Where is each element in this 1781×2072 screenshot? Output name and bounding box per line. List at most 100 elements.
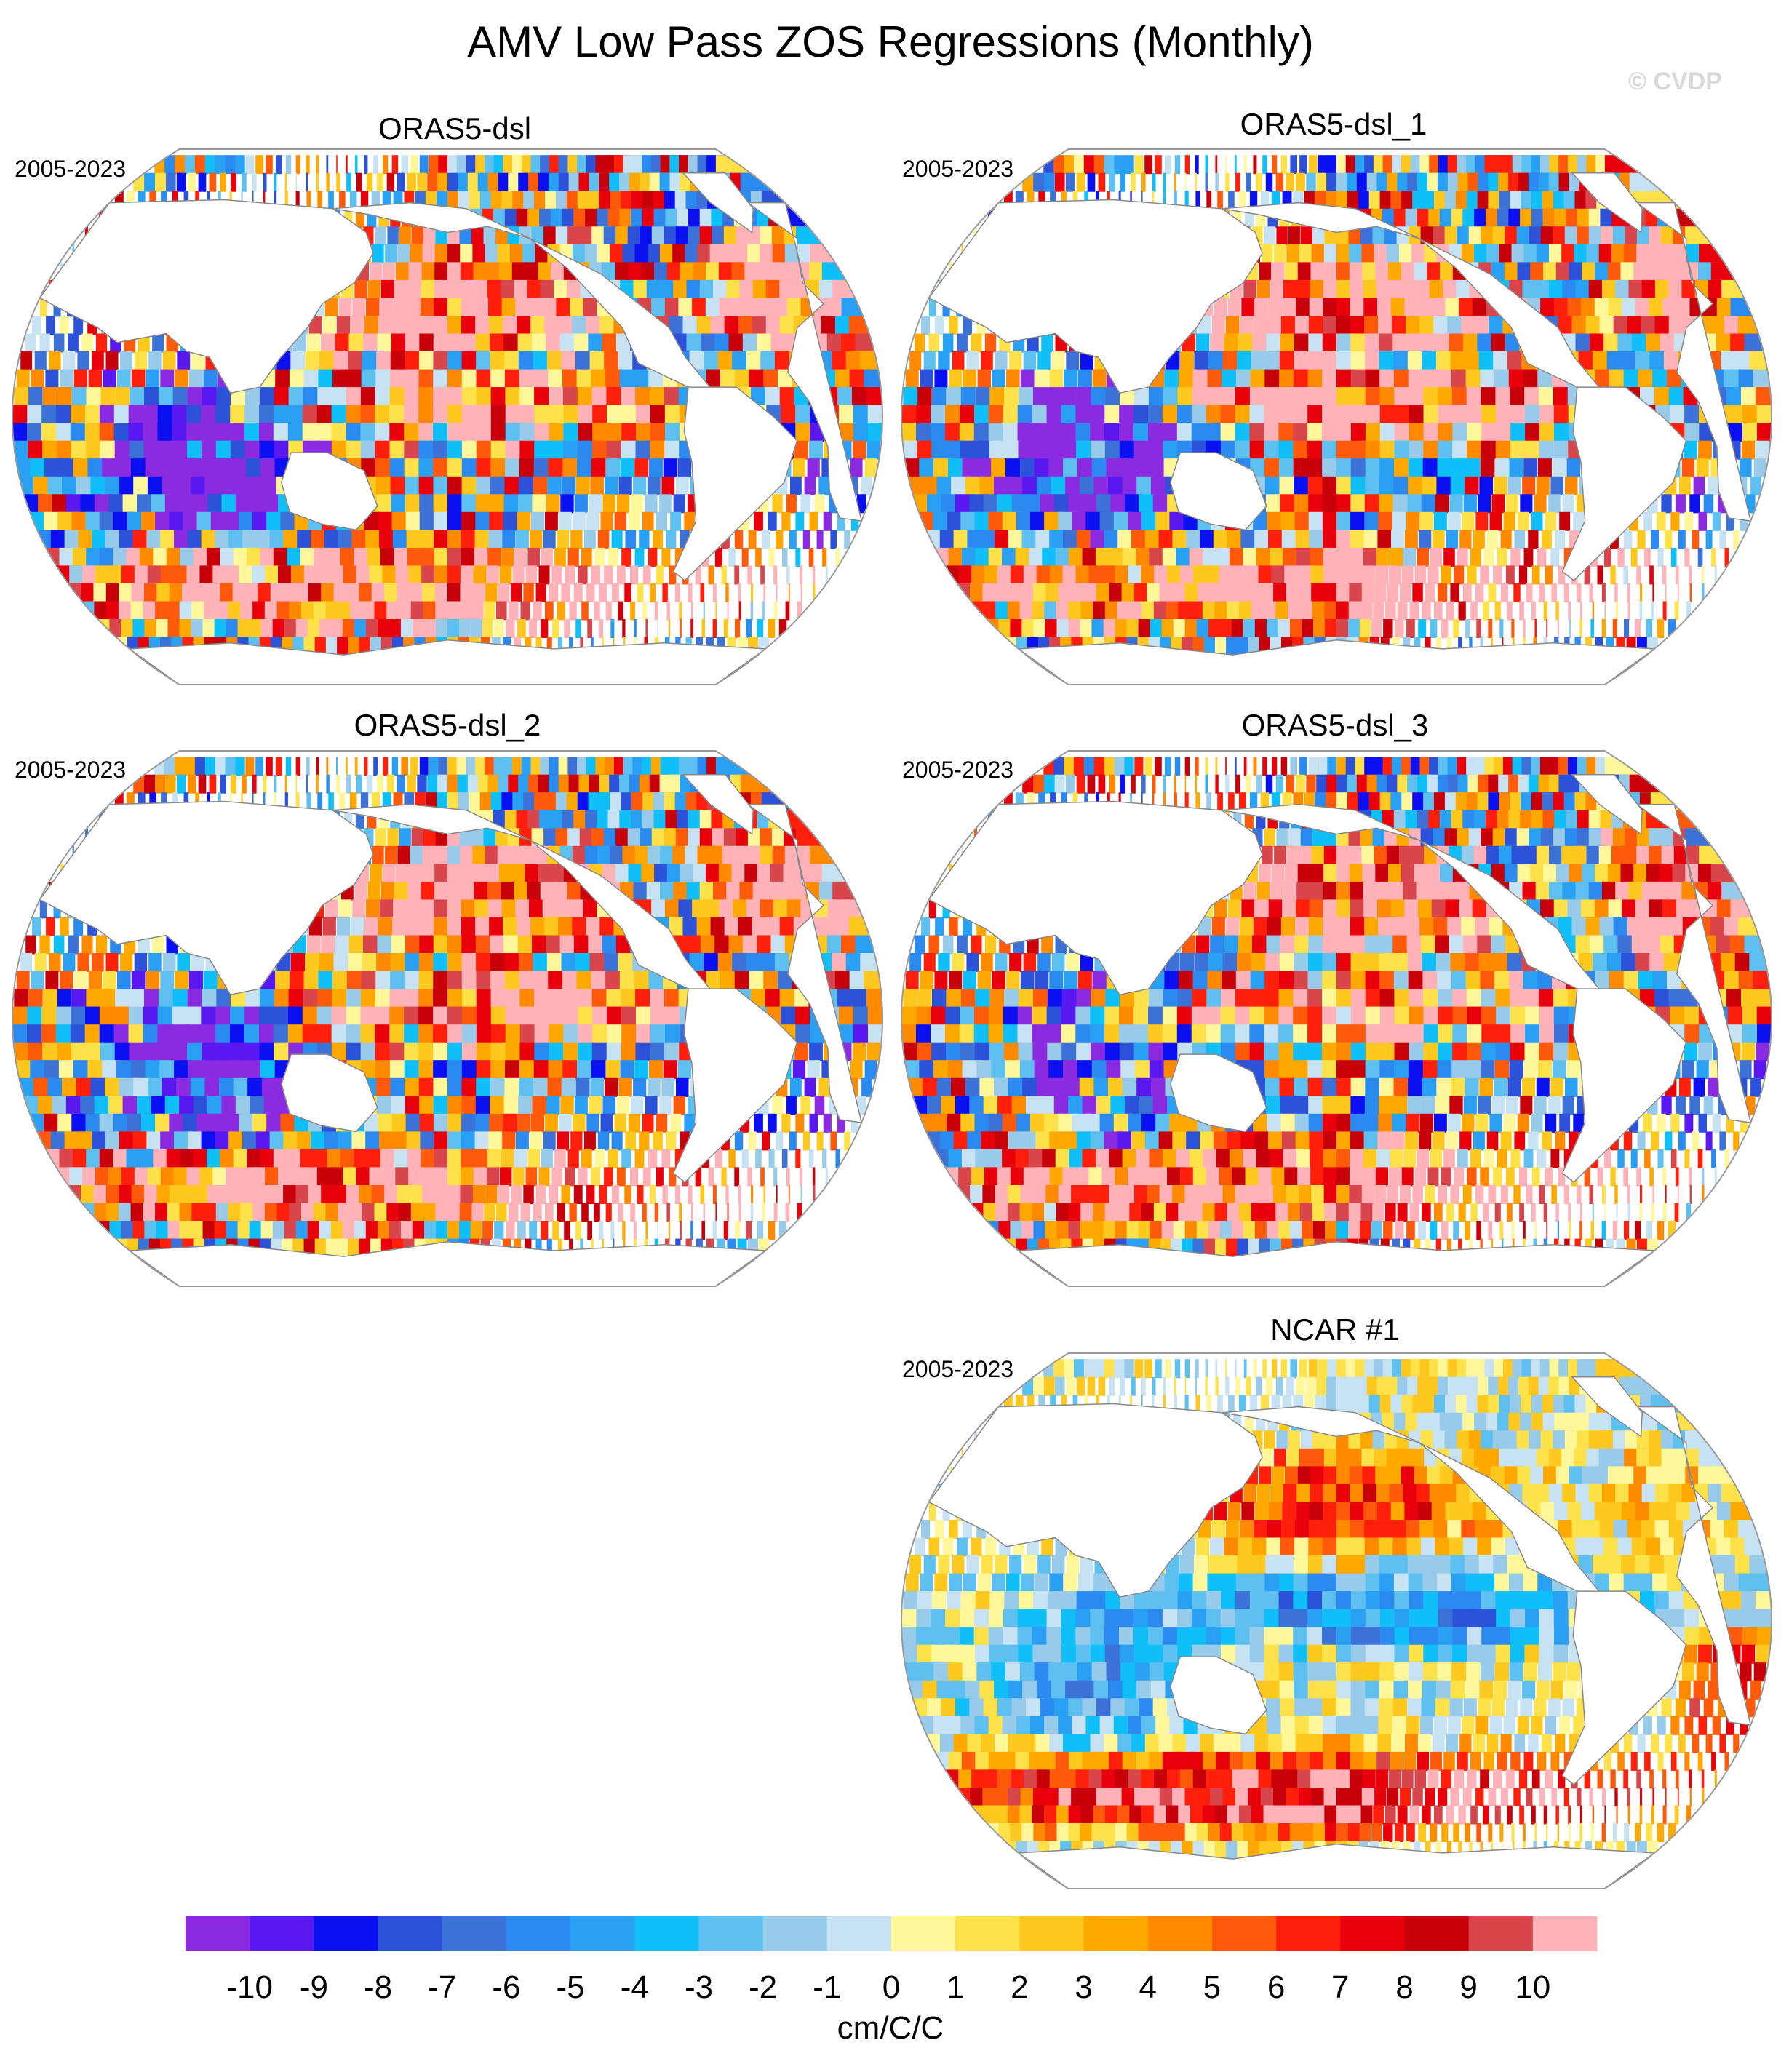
field-cell (1345, 155, 1358, 175)
field-cell (407, 279, 422, 299)
field-cell (788, 583, 790, 602)
field-cell (476, 387, 493, 407)
field-cell (557, 637, 563, 656)
field-cell (1047, 440, 1064, 460)
field-cell (1756, 440, 1769, 460)
field-cell (1661, 494, 1672, 514)
field-cell (620, 458, 634, 478)
field-cell (501, 298, 518, 317)
field-cell (447, 935, 463, 955)
field-cell (1601, 619, 1606, 638)
field-cell (275, 757, 282, 776)
field-cell (818, 1077, 830, 1097)
field-cell (1555, 530, 1566, 549)
field-cell (1249, 405, 1265, 424)
field-cell (649, 458, 663, 478)
field-cell (795, 423, 810, 442)
field-cell (1285, 262, 1298, 282)
field-cell (541, 547, 553, 567)
field-cell (461, 476, 477, 495)
field-cell (988, 405, 1005, 424)
field-cell (1295, 530, 1311, 549)
field-cell (838, 1006, 855, 1026)
field-cell (762, 601, 765, 621)
field-cell (1579, 601, 1582, 621)
field-cell (607, 405, 623, 424)
field-cell (740, 172, 774, 192)
field-cell (378, 316, 393, 335)
field-cell (408, 262, 422, 282)
field-cell (1427, 262, 1444, 282)
field-cell (1514, 530, 1526, 549)
field-cell (901, 405, 917, 424)
field-cell (867, 1006, 882, 1026)
field-cell (1027, 191, 1035, 210)
field-cell (543, 530, 556, 549)
field-cell (421, 279, 435, 299)
field-cell (384, 583, 400, 602)
field-cell (560, 1096, 574, 1115)
field-cell (1486, 530, 1499, 549)
field-cell (420, 530, 436, 549)
field-cell (1473, 530, 1485, 549)
field-cell (1323, 244, 1338, 263)
field-cell (1308, 155, 1318, 175)
field-cell (916, 423, 933, 442)
field-cell (1483, 547, 1494, 567)
field-cell (963, 316, 973, 335)
field-cell (172, 792, 178, 812)
field-cell (619, 971, 637, 990)
field-cell (1480, 565, 1489, 585)
field-cell (129, 440, 146, 460)
field-cell (549, 1024, 565, 1044)
land-antarctica (127, 639, 768, 685)
field-cell (326, 155, 329, 175)
field-cell (217, 458, 235, 478)
field-cell (1480, 458, 1495, 478)
field-cell (324, 530, 342, 549)
field-cell (1657, 547, 1664, 567)
field-cell (461, 1113, 477, 1133)
field-cell (187, 1042, 204, 1061)
field-cell (138, 792, 146, 812)
field-cell (1350, 530, 1365, 549)
field-cell (853, 1006, 869, 1026)
field-cell (1421, 333, 1438, 353)
field-cell (475, 1113, 490, 1133)
field-cell (340, 547, 357, 567)
field-cell (746, 619, 752, 638)
field-cell (1225, 316, 1240, 335)
field-cell (346, 423, 362, 442)
field-cell (1467, 405, 1483, 424)
field-cell (117, 971, 131, 990)
field-cell (447, 619, 460, 638)
field-cell (1755, 387, 1772, 407)
field-cell (635, 1042, 650, 1061)
field-cell (419, 316, 435, 335)
field-cell (105, 953, 119, 972)
field-cell (1296, 172, 1305, 192)
field-cell (1017, 423, 1034, 442)
field-cell (605, 1060, 620, 1080)
field-cell (649, 1060, 663, 1080)
field-cell (804, 1077, 816, 1097)
field-cell (1365, 423, 1382, 442)
field-cell (255, 757, 264, 776)
field-cell (322, 316, 336, 335)
field-cell (1454, 565, 1465, 585)
field-cell (389, 458, 406, 478)
field-cell (514, 1149, 527, 1168)
field-cell (1195, 155, 1199, 175)
field-cell (795, 405, 811, 424)
field-cell (942, 333, 954, 353)
field-cell (1563, 547, 1573, 567)
field-cell (569, 637, 573, 656)
field-cell (490, 423, 506, 442)
field-cell (447, 316, 463, 335)
field-cell (201, 1006, 217, 1026)
field-cell (1365, 458, 1381, 478)
field-cell (317, 191, 323, 210)
field-cell (364, 757, 368, 776)
field-cell (303, 387, 319, 407)
field-cell (99, 1006, 116, 1026)
